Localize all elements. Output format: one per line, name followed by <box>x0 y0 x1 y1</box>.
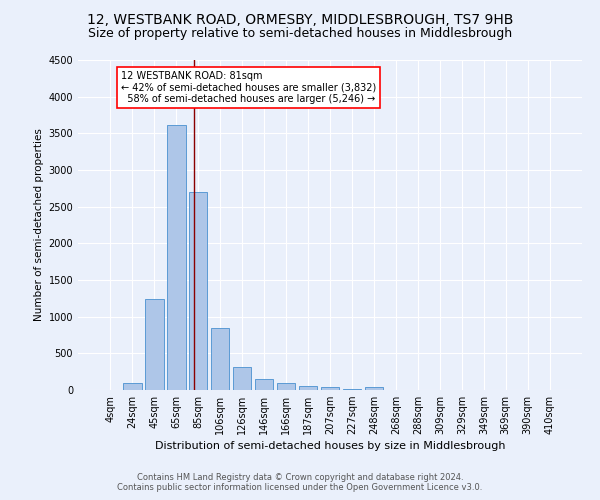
Bar <box>299 386 317 390</box>
Bar <box>277 384 295 390</box>
Text: Size of property relative to semi-detached houses in Middlesbrough: Size of property relative to semi-detach… <box>88 28 512 40</box>
Bar <box>167 124 185 390</box>
Bar <box>123 384 142 390</box>
Bar <box>255 378 274 390</box>
Bar <box>320 388 340 390</box>
Bar <box>365 388 383 390</box>
Bar <box>233 366 251 390</box>
Bar <box>343 388 361 390</box>
Text: 12 WESTBANK ROAD: 81sqm
← 42% of semi-detached houses are smaller (3,832)
  58% : 12 WESTBANK ROAD: 81sqm ← 42% of semi-de… <box>121 71 376 104</box>
X-axis label: Distribution of semi-detached houses by size in Middlesbrough: Distribution of semi-detached houses by … <box>155 442 505 452</box>
Y-axis label: Number of semi-detached properties: Number of semi-detached properties <box>34 128 44 322</box>
Bar <box>145 298 164 390</box>
Bar <box>189 192 208 390</box>
Text: 12, WESTBANK ROAD, ORMESBY, MIDDLESBROUGH, TS7 9HB: 12, WESTBANK ROAD, ORMESBY, MIDDLESBROUG… <box>87 12 513 26</box>
Bar <box>211 328 229 390</box>
Text: Contains HM Land Registry data © Crown copyright and database right 2024.
Contai: Contains HM Land Registry data © Crown c… <box>118 473 482 492</box>
